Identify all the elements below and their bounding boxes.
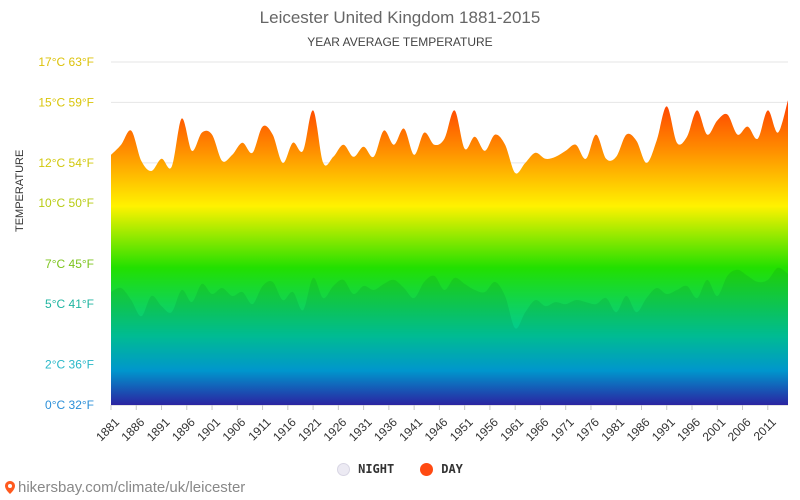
- y-tick-label: 2°C 36°F: [45, 358, 94, 372]
- day-temperature-area: [111, 100, 788, 406]
- x-tick-label: 1911: [245, 415, 273, 443]
- legend-night-label: NIGHT: [358, 462, 395, 476]
- source-link[interactable]: hikersbay.com/climate/uk/leicester: [5, 479, 245, 496]
- x-tick-label: 2006: [725, 415, 754, 444]
- chart-title: Leicester United Kingdom 1881-2015: [259, 8, 541, 27]
- x-tick-label: 1891: [144, 415, 173, 444]
- x-tick-label: 1881: [93, 415, 122, 444]
- y-axis-ticks: 0°C 32°F 5°C 41°F 2°C 36°F 7°C 45°F 10°C 50°…: [38, 55, 94, 412]
- x-tick-label: 1936: [371, 415, 400, 444]
- x-tick-label: 1946: [422, 415, 451, 444]
- x-tick-label: 1906: [220, 415, 249, 444]
- x-tick-label: 1896: [169, 415, 198, 444]
- x-tick-label: 1966: [523, 415, 552, 444]
- source-text: hikersbay.com/climate/uk/leicester: [18, 479, 246, 496]
- x-tick-label: 1981: [599, 415, 628, 444]
- x-tick-label: 1951: [447, 415, 476, 444]
- x-tick-label: 1901: [194, 415, 223, 444]
- x-tick-label: 1976: [573, 415, 602, 444]
- x-tick-label: 1986: [624, 415, 653, 444]
- y-tick-label: 12°C 54°F: [38, 156, 94, 170]
- legend-day-label: DAY: [441, 462, 463, 476]
- x-tick-label: 1961: [497, 415, 526, 444]
- legend-item-day[interactable]: DAY: [420, 462, 463, 476]
- x-tick-label: 1886: [119, 415, 148, 444]
- y-tick-label: 17°C 63°F: [38, 55, 94, 69]
- x-tick-label: 1941: [396, 415, 425, 444]
- location-pin-icon: [5, 481, 15, 494]
- y-tick-label: 7°C 45°F: [45, 257, 94, 271]
- night-temperature-area: [111, 267, 788, 405]
- chart-subtitle: YEAR AVERAGE TEMPERATURE: [307, 35, 493, 49]
- y-tick-label: 15°C 59°F: [38, 95, 94, 109]
- x-tick-label: 1991: [649, 415, 678, 444]
- y-tick-label: 10°C 50°F: [38, 196, 94, 210]
- x-tick-label: 1971: [548, 415, 577, 444]
- x-tick-label: 1916: [270, 415, 299, 444]
- legend: NIGHT DAY: [0, 462, 800, 476]
- area-series: [111, 100, 788, 406]
- x-tick-label: 1921: [295, 415, 324, 444]
- x-tick-label: 1956: [472, 415, 501, 444]
- legend-day-marker: [420, 462, 434, 476]
- legend-night-marker: [337, 462, 351, 476]
- x-tick-label: 1926: [321, 415, 350, 444]
- legend-item-night[interactable]: NIGHT: [337, 462, 394, 476]
- x-axis-ticks: 1881188618911896190119061911191619211926…: [93, 405, 779, 444]
- x-tick-label: 1996: [674, 415, 703, 444]
- x-tick-label: 2011: [751, 415, 779, 443]
- x-tick-label: 2001: [700, 415, 729, 444]
- y-tick-label: 5°C 41°F: [45, 297, 94, 311]
- x-tick-label: 1931: [346, 415, 375, 444]
- y-tick-label: 0°C 32°F: [45, 398, 94, 412]
